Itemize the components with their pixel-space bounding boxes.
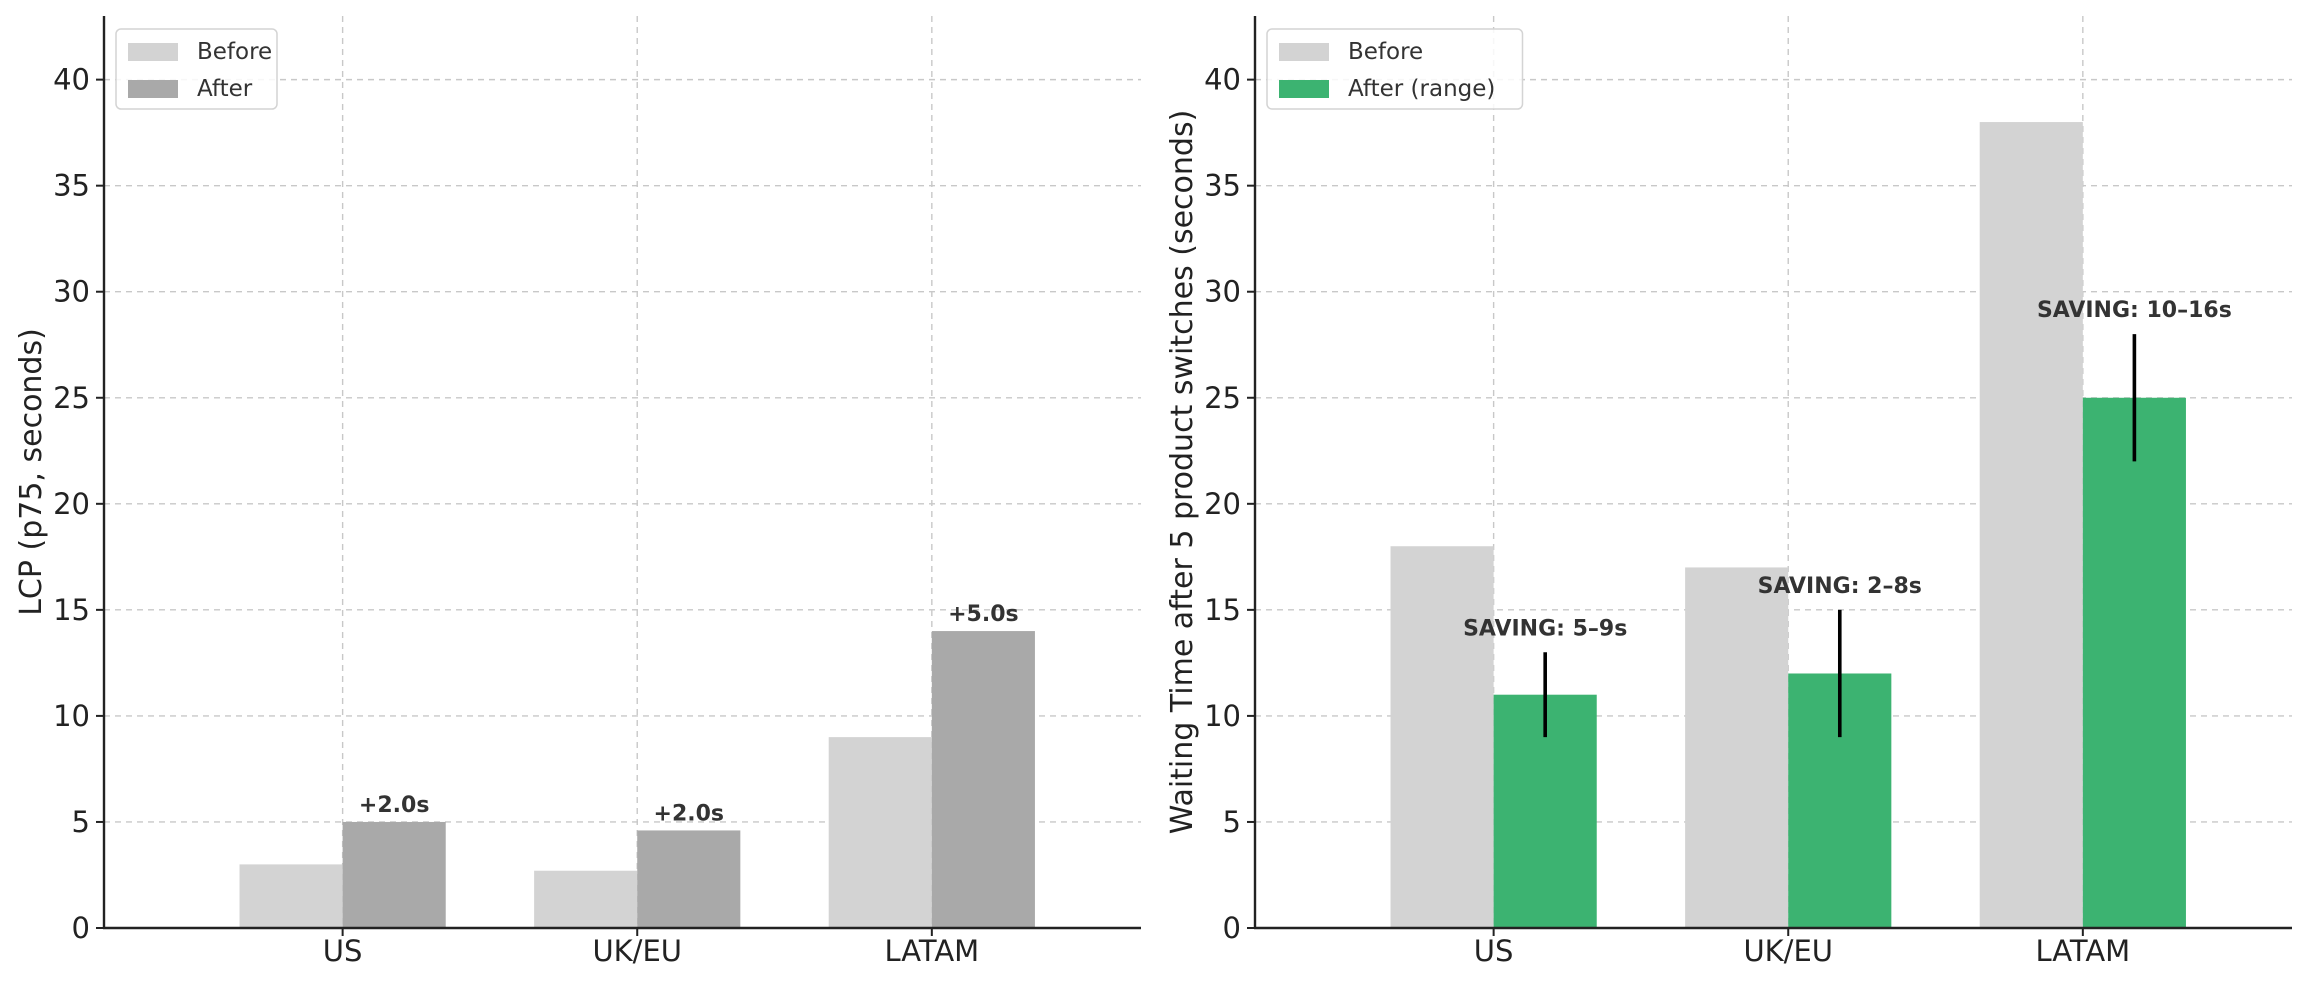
y-tick-label: 0	[1223, 911, 1241, 945]
x-tick-label: UK/EU	[592, 934, 682, 968]
chart-panel-1: +2.0s +2.0s +5.0s 0 5 10 15 20 25 30 35 40 US UK/EU LA…	[14, 16, 1141, 968]
bar-annotation: SAVING: 10–16s	[2037, 298, 2232, 323]
legend-label: After	[197, 76, 253, 102]
legend-label: Before	[197, 39, 272, 65]
y-tick-label: 40	[53, 63, 90, 97]
bar-before-uk-eu	[1685, 567, 1789, 928]
bar-before-latam	[828, 737, 932, 928]
x-tick-label: US	[323, 934, 363, 968]
legend-label: After (range)	[1348, 76, 1495, 102]
y-tick-label: 35	[1204, 169, 1241, 203]
legend-swatch	[1279, 80, 1329, 98]
x-tick-label: US	[1474, 934, 1514, 968]
bar-annotation: SAVING: 5–9s	[1463, 616, 1627, 641]
bar-after-range-latam	[2082, 397, 2186, 928]
legend-box	[1266, 28, 1524, 110]
chart-panel-2: SAVING: 5–9s SAVING: 2–8s SAVING: 10–16s 0 5…	[1165, 16, 2292, 968]
y-tick-label: 35	[53, 169, 90, 203]
legend: Before After (range)	[1266, 28, 1524, 110]
bar-before-uk-eu	[534, 870, 638, 928]
y-tick-label: 30	[1204, 275, 1241, 309]
bar-before-latam	[1979, 122, 2083, 928]
y-tick-label: 25	[53, 381, 90, 415]
bar-before-us	[1390, 546, 1494, 928]
y-tick-label: 0	[72, 911, 90, 945]
legend-swatch	[128, 80, 178, 98]
y-tick-label: 20	[1204, 487, 1241, 521]
bar-annotation: +2.0s	[654, 801, 725, 826]
legend-swatch	[1279, 43, 1329, 61]
bar-before-us	[239, 864, 343, 928]
bar-after-latam	[931, 631, 1035, 928]
legend-label: Before	[1348, 39, 1423, 65]
bar-after-uk-eu	[637, 830, 741, 928]
y-tick-label: 30	[53, 275, 90, 309]
bar-after-us	[342, 821, 446, 928]
x-tick-label: UK/EU	[1743, 934, 1833, 968]
y-axis-title: LCP (p75, seconds)	[14, 328, 49, 616]
legend: Before After	[115, 28, 278, 110]
y-tick-label: 40	[1204, 63, 1241, 97]
y-tick-label: 5	[72, 805, 90, 839]
x-tick-label: LATAM	[884, 934, 979, 968]
y-tick-label: 15	[1204, 593, 1241, 627]
y-tick-label: 25	[1204, 381, 1241, 415]
legend-swatch	[128, 43, 178, 61]
y-tick-label: 10	[53, 699, 90, 733]
y-tick-label: 20	[53, 487, 90, 521]
y-tick-label: 5	[1223, 805, 1241, 839]
y-axis-title: Waiting Time after 5 product switches (s…	[1165, 110, 1200, 835]
y-tick-label: 15	[53, 593, 90, 627]
bar-annotation: +5.0s	[948, 602, 1019, 627]
y-tick-label: 10	[1204, 699, 1241, 733]
bar-annotation: +2.0s	[359, 793, 430, 818]
x-tick-label: LATAM	[2035, 934, 2130, 968]
bar-annotation: SAVING: 2–8s	[1758, 574, 1922, 599]
